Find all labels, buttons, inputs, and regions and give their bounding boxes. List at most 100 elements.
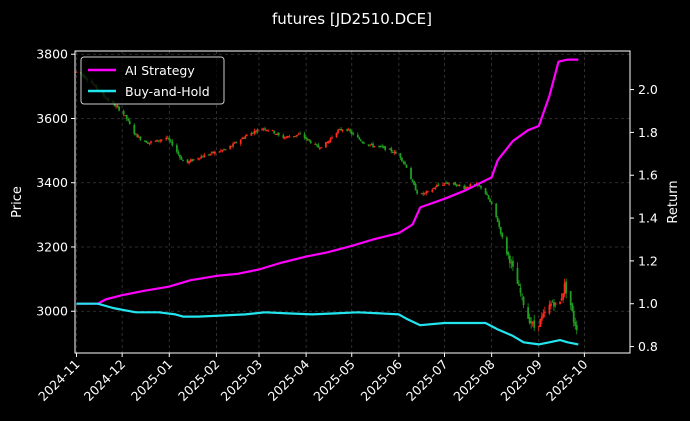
candle-body — [189, 159, 192, 162]
candle-body — [416, 190, 419, 194]
candle-body — [277, 132, 280, 136]
candle-body — [498, 221, 501, 227]
candle-body — [352, 133, 355, 135]
candle-body — [435, 185, 438, 188]
candle-body — [518, 284, 520, 286]
y-tick-label-right: 2.0 — [638, 82, 658, 97]
candle-body — [378, 145, 381, 147]
candle-body — [359, 139, 362, 142]
candle-body — [382, 146, 385, 148]
candle-body — [207, 154, 210, 156]
y-tick-label-left: 3400 — [36, 175, 68, 190]
candle-body — [423, 192, 426, 194]
legend-box — [80, 56, 225, 105]
candle-body — [223, 149, 225, 151]
candle-body — [224, 149, 227, 151]
candle-body — [445, 182, 447, 184]
chart-title: futures [JD2510.DCE] — [272, 10, 432, 28]
candle-body — [296, 134, 298, 136]
candle-body — [446, 182, 449, 184]
candle-body — [422, 193, 425, 195]
candle-body — [463, 185, 466, 189]
candle-body — [175, 145, 178, 152]
candle-body — [75, 71, 78, 73]
candle-body — [455, 184, 458, 187]
candle-body — [420, 193, 423, 195]
y-tick-label-right: 1.6 — [638, 168, 658, 183]
left-y-axis: 3000 3200 3400 3600 3800 — [36, 47, 75, 319]
candle-body — [341, 129, 344, 131]
candle-body — [337, 130, 339, 133]
candle-body — [443, 183, 446, 185]
y-tick-label-right: 1.0 — [638, 296, 658, 311]
y-tick-label-right: 0.8 — [638, 339, 658, 354]
candle-body — [148, 142, 151, 144]
candle-body — [242, 138, 245, 140]
candle-body — [434, 187, 437, 189]
candle-body — [320, 147, 323, 149]
candle-body — [466, 187, 469, 189]
candle-body — [402, 161, 405, 163]
candle-body — [510, 262, 513, 264]
candle-body — [484, 188, 487, 194]
candle-body — [458, 185, 461, 187]
candle-body — [469, 184, 472, 188]
candle-body — [340, 128, 342, 131]
candle-body — [317, 144, 320, 148]
candle-body — [467, 186, 470, 188]
legend-label-ai-strategy: AI Strategy — [125, 63, 195, 78]
candle-body — [255, 131, 257, 133]
candle-body — [548, 304, 551, 314]
candle-body — [550, 303, 552, 307]
candle-body — [197, 158, 200, 160]
candle-body — [516, 267, 519, 284]
candle-body — [303, 134, 306, 139]
y-tick-label-left: 3200 — [36, 239, 68, 254]
candle-body — [144, 140, 146, 142]
candle-body — [388, 148, 391, 150]
candle-body — [329, 138, 332, 142]
candle-body — [563, 283, 566, 295]
candle-body — [350, 131, 353, 135]
candle-body — [210, 152, 213, 154]
candle-body — [145, 140, 148, 143]
candle-body — [480, 185, 482, 188]
legend-label-buy-and-hold: Buy-and-Hold — [125, 84, 210, 99]
candle-body — [293, 136, 295, 138]
candle-body — [134, 133, 137, 135]
y-tick-label-left: 3800 — [36, 47, 68, 62]
candle-body — [425, 191, 428, 194]
y-tick-label-right: 1.4 — [638, 211, 658, 226]
candle-body — [283, 137, 286, 139]
candle-body — [182, 160, 184, 162]
candle-body — [372, 143, 374, 147]
candle-body — [379, 146, 382, 148]
candle-body — [381, 145, 384, 147]
candle-body — [299, 133, 301, 135]
candle-body — [294, 135, 297, 137]
candle-body — [499, 227, 502, 234]
candle-body — [508, 255, 511, 264]
candle-body — [122, 111, 125, 115]
candle-body — [180, 157, 183, 160]
y-tick-label-right: 1.8 — [638, 125, 658, 140]
candle-body — [253, 130, 256, 134]
candle-body — [373, 146, 376, 148]
candle-body — [404, 162, 406, 165]
candle-body — [297, 134, 300, 136]
candle-body — [315, 144, 318, 146]
candle-body — [393, 151, 396, 154]
candle-body — [203, 154, 206, 158]
candle-body — [288, 136, 291, 138]
candle-body — [527, 307, 530, 319]
candle-body — [261, 129, 263, 131]
candle-body — [384, 146, 387, 150]
candle-body — [562, 293, 564, 300]
candle-body — [308, 139, 311, 141]
candle-body — [262, 128, 265, 130]
candle-body — [530, 321, 533, 324]
candle-body — [501, 233, 504, 238]
candle-body — [165, 137, 168, 140]
candle-body — [335, 132, 338, 138]
